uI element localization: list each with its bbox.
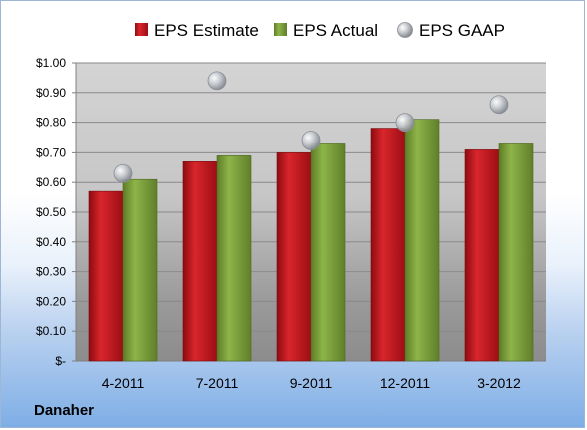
x-category-label: 3-2012 (477, 375, 521, 391)
bubble-eps-gaap (301, 131, 321, 150)
company-name: Danaher (34, 402, 95, 419)
legend-label-estimate: EPS Estimate (154, 21, 259, 40)
x-category-label: 7-2011 (196, 375, 239, 391)
bubble-eps-gaap (395, 113, 415, 132)
legend: EPS Estimate EPS Actual EPS GAAP (135, 21, 505, 40)
x-category-label: 4-2011 (102, 375, 145, 391)
bar-eps-estimate (464, 149, 500, 362)
legend-swatch-estimate (135, 23, 148, 36)
legend-swatch-actual (274, 23, 287, 36)
y-tick-label: $0.10 (36, 324, 66, 338)
y-tick-label: $0.50 (36, 205, 66, 219)
legend-label-gaap: EPS GAAP (419, 21, 505, 40)
legend-bubble-gaap (397, 22, 413, 38)
bar-eps-estimate (88, 190, 124, 362)
y-tick-label: $1.00 (36, 56, 66, 70)
y-tick-label: $0.40 (36, 235, 66, 249)
bar-eps-estimate (370, 128, 406, 362)
bar-eps-estimate (182, 161, 218, 362)
y-tick-label: $- (55, 354, 66, 368)
y-tick-label: $0.70 (36, 145, 66, 159)
y-tick-label: $0.90 (36, 86, 66, 100)
bar-eps-actual (404, 119, 440, 362)
y-tick-label: $0.20 (36, 294, 66, 308)
bar-eps-actual (216, 155, 252, 362)
legend-label-actual: EPS Actual (293, 21, 378, 40)
x-axis-labels: 4-2011 7-2011 9-2011 12-2011 3-2012 (102, 375, 521, 391)
y-tick-label: $0.80 (36, 116, 66, 130)
bar-eps-actual (498, 143, 534, 362)
x-category-label: 9-2011 (290, 375, 333, 391)
gaap-bubbles-layer (113, 71, 509, 183)
bar-eps-actual (310, 143, 346, 362)
x-category-label: 12-2011 (380, 375, 431, 391)
bubble-eps-gaap (113, 163, 133, 183)
y-axis-ticks: $- $0.10 $0.20 $0.30 $0.40 $0.50 $0.60 $0.70 $0.… (36, 56, 76, 368)
bar-eps-actual (122, 178, 158, 362)
bars-layer (88, 119, 534, 362)
bubble-eps-gaap (489, 95, 509, 115)
bubble-eps-gaap (207, 71, 227, 91)
y-tick-label: $0.60 (36, 175, 66, 189)
bar-eps-estimate (276, 152, 312, 362)
y-tick-label: $0.30 (36, 265, 66, 279)
